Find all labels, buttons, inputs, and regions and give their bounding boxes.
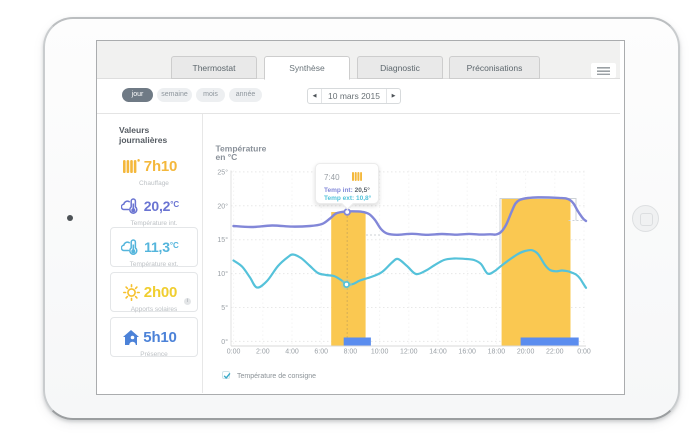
svg-text:22:00: 22:00 [546,349,564,356]
svg-text:0:00: 0:00 [227,349,241,356]
svg-text:5°: 5° [221,304,228,312]
svg-text:18:00: 18:00 [488,349,506,356]
svg-text:6:00: 6:00 [314,349,328,356]
svg-text:2:00: 2:00 [256,349,270,356]
svg-text:0:00: 0:00 [577,349,591,356]
svg-text:20:00: 20:00 [517,349,535,356]
svg-text:16:00: 16:00 [458,349,476,356]
svg-text:4:00: 4:00 [285,349,299,356]
svg-text:10°: 10° [217,270,228,278]
svg-text:20°: 20° [217,202,228,210]
svg-text:14:00: 14:00 [429,349,447,356]
svg-text:en °C: en °C [216,152,238,162]
svg-text:12:00: 12:00 [400,349,418,356]
svg-text:10:00: 10:00 [371,349,389,356]
svg-text:8:00: 8:00 [344,349,358,356]
svg-text:Température: Température [216,144,267,154]
svg-text:25°: 25° [217,168,228,176]
svg-text:0°: 0° [221,338,228,346]
svg-text:15°: 15° [217,236,228,244]
